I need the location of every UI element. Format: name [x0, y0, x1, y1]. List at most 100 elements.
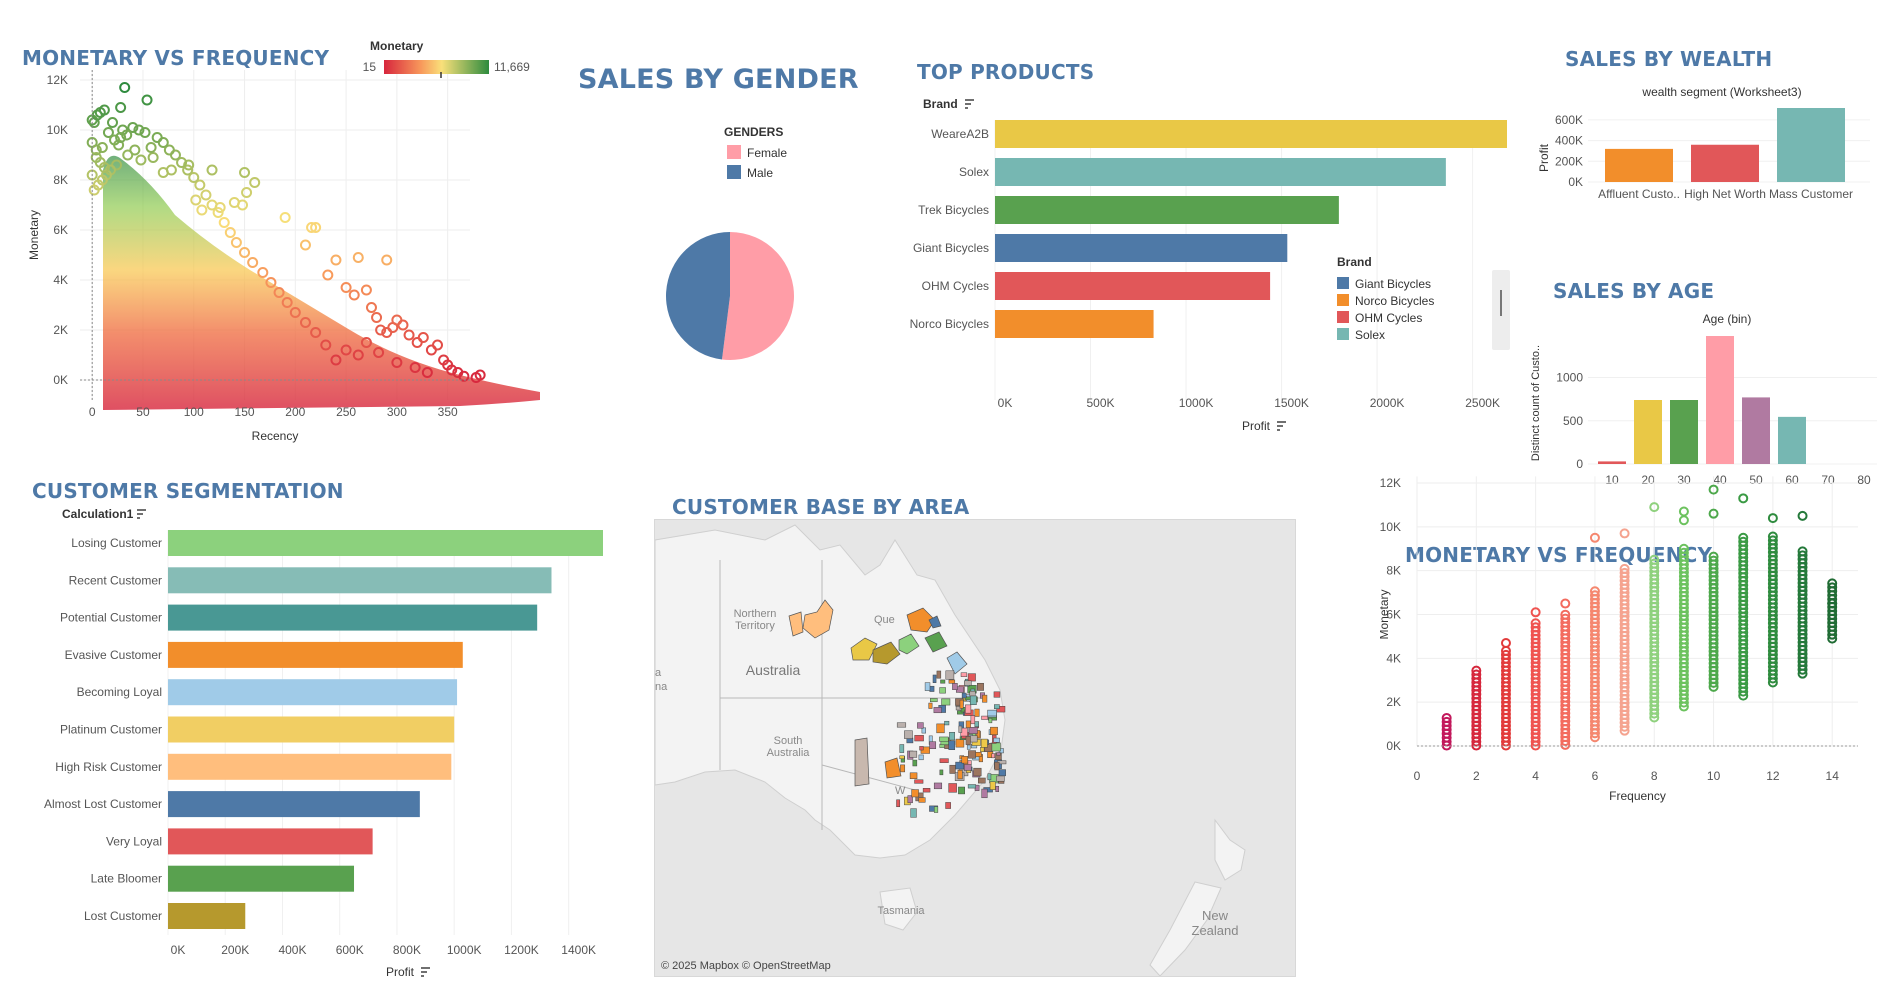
map-region-patch[interactable] — [930, 698, 938, 703]
scatter-point[interactable] — [1738, 532, 1749, 543]
map-region-patch[interactable] — [907, 795, 913, 804]
scatter-point[interactable] — [98, 104, 110, 116]
map-region-patch[interactable] — [981, 788, 988, 799]
map-region-patch[interactable] — [945, 670, 955, 680]
map-region-patch[interactable] — [896, 722, 907, 728]
scatter-point[interactable] — [1827, 598, 1838, 609]
scatter-point[interactable] — [310, 327, 322, 338]
scatter-point[interactable] — [425, 344, 437, 356]
map-region-patch[interactable] — [965, 720, 971, 728]
map-region-patch[interactable] — [899, 744, 905, 753]
bar-losing-customer[interactable] — [168, 530, 603, 556]
scatter-point[interactable] — [249, 177, 261, 188]
bar-age-30[interactable] — [1670, 400, 1698, 464]
map-region-patch[interactable] — [924, 682, 931, 691]
map-region-patch[interactable] — [939, 687, 946, 694]
scatter-point[interactable] — [458, 370, 470, 382]
scatter-point[interactable] — [1619, 563, 1630, 574]
map-region-patch[interactable] — [955, 738, 965, 748]
scatter-point[interactable] — [122, 149, 134, 161]
scatter-point[interactable] — [474, 369, 486, 381]
sort-icon[interactable] — [1277, 421, 1286, 431]
scatter-point[interactable] — [206, 199, 218, 211]
scatter-point[interactable] — [165, 164, 177, 176]
scatter-point[interactable] — [182, 164, 194, 176]
map-region-patch[interactable] — [912, 759, 918, 767]
scatter-point[interactable] — [218, 217, 230, 228]
map-region-patch[interactable] — [991, 753, 996, 759]
scatter-point[interactable] — [421, 367, 433, 378]
map-region-patch[interactable] — [974, 708, 980, 717]
scatter-point[interactable] — [403, 329, 415, 341]
bar-solex[interactable] — [995, 158, 1446, 186]
scatter-point[interactable] — [375, 324, 387, 336]
scatter-point[interactable] — [1767, 535, 1778, 546]
bar-affluent-custo-[interactable] — [1605, 148, 1673, 182]
scatter-point[interactable] — [365, 302, 377, 313]
bar-very-loyal[interactable] — [168, 828, 373, 855]
map-region-patch[interactable] — [963, 764, 972, 771]
scatter-point[interactable] — [446, 364, 458, 376]
scatter-point[interactable] — [135, 154, 147, 166]
scatter-point[interactable] — [98, 162, 110, 173]
map-region-patch[interactable] — [945, 802, 951, 809]
scatter-point[interactable] — [239, 247, 251, 258]
scatter-point[interactable] — [1767, 513, 1778, 524]
scatter-point[interactable] — [397, 319, 409, 331]
scatter-point[interactable] — [1589, 532, 1600, 543]
scatter-point[interactable] — [1708, 555, 1719, 566]
bar-trek-bicycles[interactable] — [995, 196, 1339, 224]
map-region-patch[interactable] — [939, 758, 949, 763]
scatter-point[interactable] — [96, 142, 108, 153]
scatter-point[interactable] — [1649, 554, 1660, 565]
scatter-point[interactable] — [1441, 712, 1452, 723]
map-region-patch[interactable] — [991, 742, 1001, 752]
scatter-point[interactable] — [145, 142, 157, 153]
scatter-point[interactable] — [1589, 590, 1600, 601]
scatter-point[interactable] — [224, 227, 236, 238]
bar-high-net-worth[interactable] — [1691, 144, 1759, 182]
scatter-point[interactable] — [1560, 598, 1571, 609]
map-region-patch[interactable] — [933, 782, 943, 790]
map-region-patch[interactable] — [918, 797, 926, 803]
bar-age-20[interactable] — [1634, 400, 1662, 464]
chart-sales-by-wealth[interactable]: wealth segment (Worksheet3) Profit 0K 200… — [1530, 80, 1880, 250]
bar-evasive-customer[interactable] — [168, 641, 463, 668]
scatter-point[interactable] — [1827, 578, 1838, 589]
map-region-patch[interactable] — [936, 723, 945, 734]
scatter-point[interactable] — [1500, 649, 1511, 660]
scatter-point[interactable] — [352, 252, 364, 263]
map-region-patch[interactable] — [977, 777, 986, 784]
map-region-patch[interactable] — [948, 740, 956, 750]
scatter-point[interactable] — [310, 222, 322, 233]
scatter-point[interactable] — [265, 277, 277, 288]
scatter-point[interactable] — [1708, 551, 1719, 562]
scatter-point[interactable] — [299, 239, 311, 251]
scatter-point[interactable] — [1619, 567, 1630, 578]
map-region-patch[interactable] — [904, 730, 913, 739]
bar-norco-bicycles[interactable] — [995, 310, 1154, 338]
map-region-patch[interactable] — [910, 808, 917, 818]
map-attribution[interactable]: © 2025 Mapbox © OpenStreetMap — [661, 960, 831, 972]
scatter-point[interactable] — [102, 127, 114, 138]
scatter-point[interactable] — [1500, 637, 1511, 648]
scatter-point[interactable] — [1589, 586, 1600, 597]
map-region-patch[interactable] — [993, 691, 1001, 698]
scatter-point[interactable] — [352, 349, 364, 361]
scatter-point[interactable] — [200, 189, 212, 201]
legend-scrollbar[interactable] — [1492, 270, 1510, 350]
scatter-point[interactable] — [411, 337, 423, 348]
scatter-point[interactable] — [129, 144, 141, 156]
map-region-patch[interactable] — [959, 699, 964, 709]
scatter-point[interactable] — [257, 267, 269, 278]
scatter-point[interactable] — [1767, 531, 1778, 542]
map-region-patch[interactable] — [980, 746, 985, 752]
scatter-point[interactable] — [151, 132, 163, 143]
bar-age-40[interactable] — [1706, 336, 1734, 464]
bar-becoming-loyal[interactable] — [168, 679, 458, 706]
scatter-point[interactable] — [330, 354, 342, 366]
scatter-point[interactable] — [1678, 515, 1689, 526]
scatter-point[interactable] — [1827, 582, 1838, 593]
scatter-point[interactable] — [1797, 510, 1808, 521]
chart-top-products[interactable]: Brand 0K 500K 1000K 1500K 2000K 2500K WeareA2B… — [900, 90, 1540, 450]
